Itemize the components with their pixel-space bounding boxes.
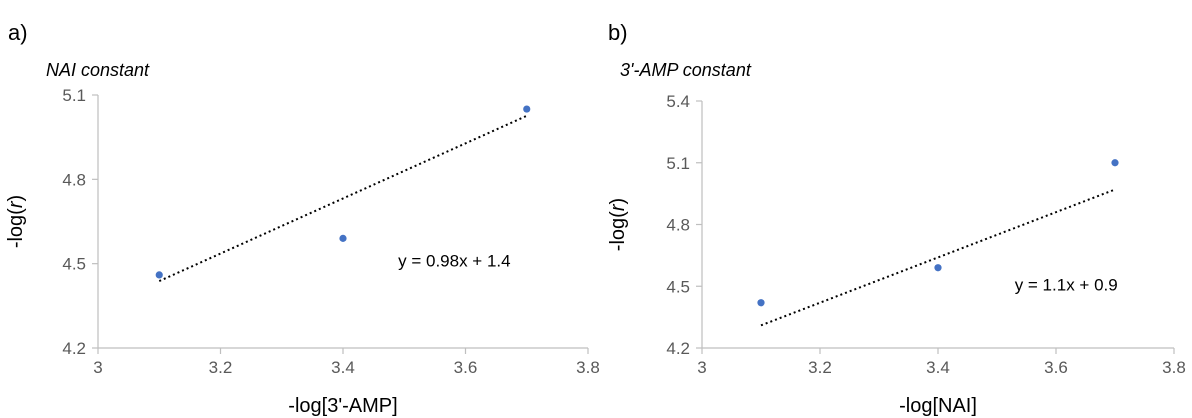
- x-tick-label: 3.8: [1162, 358, 1186, 377]
- data-point: [934, 264, 942, 272]
- trendline: [158, 114, 528, 283]
- x-axis-title: -log[NAI]: [899, 395, 977, 417]
- data-point: [757, 299, 765, 307]
- y-tick-label: 4.2: [62, 339, 86, 358]
- x-tick-label: 3.6: [454, 358, 478, 377]
- y-tick-label: 4.5: [666, 277, 690, 296]
- y-axis-title: -log(r): [5, 195, 27, 248]
- data-point: [339, 234, 347, 242]
- x-tick-label: 3.2: [209, 358, 233, 377]
- data-point: [155, 271, 163, 279]
- panel-label: a): [8, 20, 28, 45]
- trendline-equation: y = 1.1x + 0.9: [1015, 275, 1118, 294]
- y-tick-label: 5.1: [62, 86, 86, 105]
- data-point: [1111, 159, 1119, 167]
- x-tick-label: 3.4: [926, 358, 950, 377]
- x-axis-title: -log[3'-AMP]: [288, 395, 397, 417]
- x-tick-label: 3: [697, 358, 706, 377]
- y-tick-label: 4.5: [62, 255, 86, 274]
- panel-label: b): [608, 20, 628, 45]
- chart-subtitle: 3'-AMP constant: [620, 60, 752, 80]
- x-tick-label: 3.4: [331, 358, 355, 377]
- trendline-equation: y = 0.98x + 1.4: [398, 251, 510, 270]
- trendline: [760, 188, 1116, 327]
- x-tick-label: 3.2: [808, 358, 832, 377]
- x-tick-label: 3.6: [1044, 358, 1068, 377]
- y-tick-label: 4.8: [666, 216, 690, 235]
- y-axis-title: -log(r): [607, 198, 629, 251]
- chart-panel-b: b) 3'-AMP constant 4.2 4.5 4.8 5.1 5.4 3 3.2 3.4 3…: [607, 20, 1186, 417]
- y-tick-label: 4.8: [62, 170, 86, 189]
- x-tick-label: 3: [93, 358, 102, 377]
- y-tick-label: 5.4: [666, 92, 690, 111]
- y-tick-label: 4.2: [666, 339, 690, 358]
- data-point: [523, 105, 531, 113]
- x-tick-label: 3.8: [576, 358, 600, 377]
- chart-panel-a: a) NAI constant 4.2 4.5 4.8 5.1 3 3.2 3.4 3.6 3.8 -…: [5, 20, 600, 417]
- y-tick-label: 5.1: [666, 154, 690, 173]
- chart-subtitle: NAI constant: [46, 60, 150, 80]
